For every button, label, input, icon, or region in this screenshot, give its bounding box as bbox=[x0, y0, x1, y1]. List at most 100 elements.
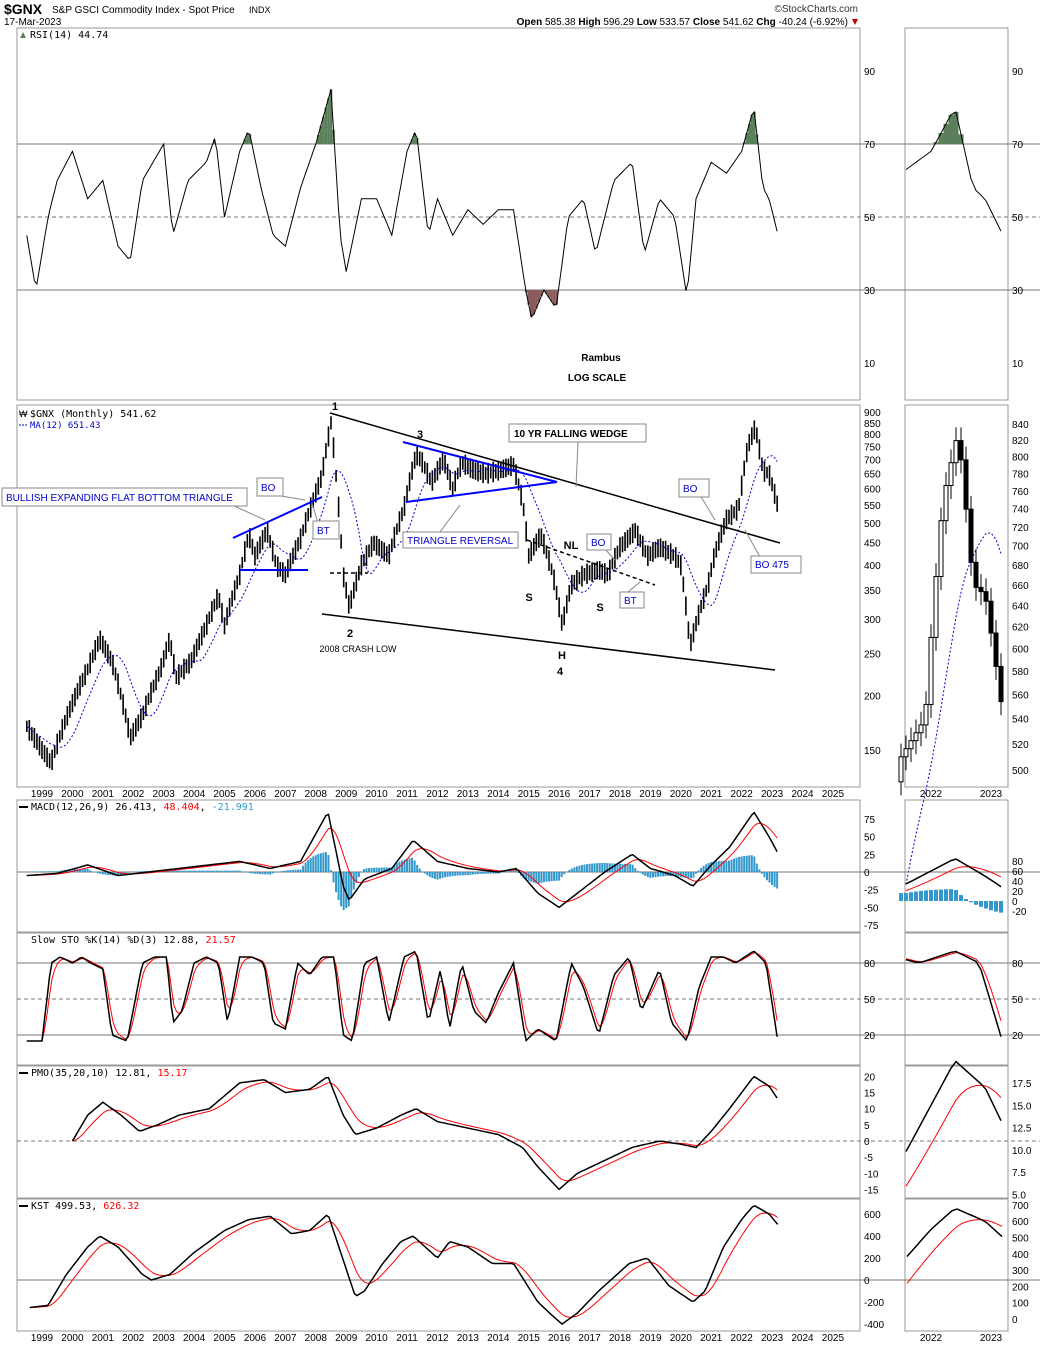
price-year-label: 1999 bbox=[31, 789, 54, 800]
macd-mini-panel-frame bbox=[904, 799, 1009, 933]
price-mini-year-label: 2022 bbox=[920, 789, 943, 800]
ma12-mini-line bbox=[905, 532, 1002, 885]
bo3-box bbox=[678, 478, 710, 498]
bottom-year-label: 2025 bbox=[822, 1333, 845, 1344]
source-credit: ©StockCharts.com bbox=[774, 4, 858, 15]
bottom-year-label: 1999 bbox=[31, 1333, 54, 1344]
rsi-mini-axis-tick: 30 bbox=[1012, 286, 1024, 297]
kst-mini-axis-tick: 100 bbox=[1012, 1299, 1029, 1310]
sto-title: Slow STO %K(14) %D(3) 12.88, 21.57 bbox=[31, 935, 236, 946]
pmo-axis-tick: -10 bbox=[864, 1169, 879, 1180]
macd-axis-tick: -50 bbox=[864, 903, 879, 914]
rsi-mini-axis-tick: 90 bbox=[1012, 67, 1024, 78]
exchange: INDX bbox=[249, 5, 271, 15]
right-shoulder-label: S bbox=[596, 602, 603, 614]
price-mini-axis-tick: 540 bbox=[1012, 715, 1029, 726]
rsi-mini-axis-tick: 50 bbox=[1012, 213, 1024, 224]
kst-axis-tick: -400 bbox=[864, 1320, 884, 1331]
pmo-mini-line bbox=[905, 1060, 1002, 1152]
rsi-axis-tick: 90 bbox=[864, 67, 876, 78]
price-mini-candle bbox=[973, 561, 979, 588]
macd-mini-axis-tick: 60 bbox=[1012, 867, 1024, 878]
price-year-label: 2010 bbox=[365, 789, 388, 800]
price-mini-axis-tick: 800 bbox=[1012, 453, 1029, 464]
log-scale-label: LOG SCALE bbox=[568, 373, 627, 384]
price-mini-candle bbox=[948, 462, 954, 487]
reversal-upper-line bbox=[402, 441, 558, 483]
macd-axis-tick: 50 bbox=[864, 833, 876, 844]
price-mini-candle bbox=[918, 724, 924, 734]
price-axis-tick: 450 bbox=[864, 539, 881, 550]
rsi-line bbox=[26, 89, 778, 318]
macd-signal-mini-line bbox=[905, 866, 1002, 892]
bottom-year-label: 2003 bbox=[153, 1333, 176, 1344]
price-year-label: 2019 bbox=[639, 789, 662, 800]
ma12-line bbox=[26, 455, 778, 748]
price-year-label: 2002 bbox=[122, 789, 145, 800]
bullish-triangle-callout: BULLISH EXPANDING FLAT BOTTOM TRIANGLE bbox=[6, 493, 233, 504]
date: 17-Mar-2023 bbox=[4, 17, 62, 28]
pmo-axis-tick: -15 bbox=[864, 1185, 879, 1196]
neckline bbox=[526, 539, 656, 586]
pmo-mini-axis-tick: 7.5 bbox=[1012, 1168, 1026, 1179]
price-mini-candle bbox=[998, 665, 1004, 703]
price-axis-tick: 150 bbox=[864, 746, 881, 757]
bo3-label: BO bbox=[683, 484, 698, 495]
macd-title: MACD(12,26,9) 26.413, 48.404, -21.991 bbox=[31, 802, 254, 813]
price-axis-tick: 750 bbox=[864, 442, 881, 453]
macd-mini-axis-tick: 80 bbox=[1012, 857, 1024, 868]
wedge-upper-trendline bbox=[329, 412, 781, 544]
price-axis-tick: 900 bbox=[864, 408, 881, 419]
pmo-axis-tick: 5 bbox=[864, 1121, 870, 1132]
kst-mini-axis-tick: 600 bbox=[1012, 1217, 1029, 1228]
price-axis-tick: 250 bbox=[864, 650, 881, 661]
rsi-axis-tick: 10 bbox=[864, 359, 876, 370]
pmo-axis-tick: 0 bbox=[864, 1137, 870, 1148]
bottom-mini-year-label: 2023 bbox=[980, 1333, 1003, 1344]
price-year-label: 2014 bbox=[487, 789, 510, 800]
triangle-reversal-box bbox=[402, 531, 519, 549]
price-mini-candle bbox=[898, 756, 904, 783]
bottom-year-label: 2009 bbox=[335, 1333, 358, 1344]
price-axis-tick: 650 bbox=[864, 469, 881, 480]
price-mini-candle bbox=[903, 748, 909, 758]
triangle-reversal-callout: TRIANGLE REVERSAL bbox=[407, 536, 514, 547]
sto-mini-axis-tick: 50 bbox=[1012, 995, 1024, 1006]
price-title: $GNX (Monthly) 541.62 bbox=[30, 409, 156, 420]
price-mini-axis-tick: 700 bbox=[1012, 542, 1029, 553]
sto-k-mini-line bbox=[905, 950, 1002, 1037]
price-mini-axis-tick: 780 bbox=[1012, 469, 1029, 480]
price-mini-candle bbox=[963, 459, 969, 510]
triangle-upper-line bbox=[232, 496, 323, 539]
bo2-box bbox=[586, 533, 612, 551]
bottom-year-label: 2007 bbox=[274, 1333, 297, 1344]
macd-mini-axis-tick: 0 bbox=[1012, 897, 1018, 908]
bottom-year-label: 2018 bbox=[609, 1333, 632, 1344]
ohlc-summary: Open 585.38 High 596.29 Low 533.57 Close… bbox=[517, 17, 848, 28]
price-mini-axis-tick: 740 bbox=[1012, 505, 1029, 516]
price-year-label: 2001 bbox=[92, 789, 115, 800]
kst-axis-tick: 200 bbox=[864, 1254, 881, 1265]
pmo-mini-axis-tick: 5.0 bbox=[1012, 1190, 1026, 1201]
pmo-axis-tick: -5 bbox=[864, 1153, 873, 1164]
kst-mini-axis-tick: 500 bbox=[1012, 1234, 1029, 1245]
bottom-year-label: 2000 bbox=[61, 1333, 84, 1344]
bottom-year-label: 2012 bbox=[426, 1333, 449, 1344]
wave-3-label: 3 bbox=[417, 429, 423, 441]
kst-title: KST 499.53, 626.32 bbox=[31, 1201, 139, 1212]
price-axis-tick: 700 bbox=[864, 455, 881, 466]
price-mini-axis-tick: 820 bbox=[1012, 436, 1029, 447]
rsi-axis-tick: 70 bbox=[864, 140, 876, 151]
pmo-mini-axis-tick: 10.0 bbox=[1012, 1146, 1032, 1157]
pmo-signal-line bbox=[72, 1081, 778, 1182]
bullish-triangle-box bbox=[1, 487, 248, 507]
price-year-label: 2018 bbox=[609, 789, 632, 800]
bottom-year-label: 2023 bbox=[761, 1333, 784, 1344]
pmo-mini-axis-tick: 12.5 bbox=[1012, 1124, 1032, 1135]
price-year-label: 2005 bbox=[213, 789, 236, 800]
price-year-label: 2003 bbox=[153, 789, 176, 800]
security-name: S&P GSCI Commodity Index - Spot Price bbox=[52, 5, 235, 16]
bt2-box bbox=[619, 591, 645, 609]
price-mini-axis-tick: 520 bbox=[1012, 740, 1029, 751]
price-mini-axis-tick: 600 bbox=[1012, 644, 1029, 655]
